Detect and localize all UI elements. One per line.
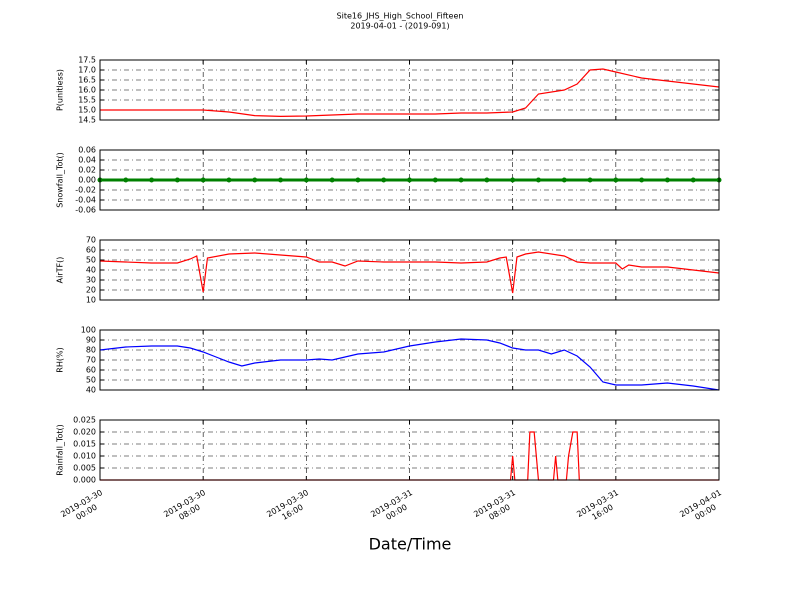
- y-tick-label: 60: [86, 366, 96, 375]
- y-tick-label: 16.5: [78, 76, 96, 85]
- y-tick-label: 60: [86, 246, 96, 255]
- y-tick-label: 0.04: [78, 156, 96, 165]
- data-point: [561, 177, 567, 183]
- y-tick-label: 90: [86, 336, 96, 345]
- y-tick-label: -0.04: [75, 196, 96, 205]
- data-point: [664, 177, 670, 183]
- plot-frame: [99, 329, 720, 391]
- y-tick-label: 0.06: [78, 146, 96, 155]
- data-point: [174, 177, 180, 183]
- y-tick-label: 30: [86, 276, 96, 285]
- plot-frame: [99, 59, 720, 121]
- y-tick-label: 0.020: [73, 428, 96, 437]
- chart-title: Site16_JHS_High_School_Fifteen: [337, 12, 464, 21]
- data-line: [100, 68, 720, 118]
- data-point: [226, 177, 232, 183]
- data-point: [303, 177, 309, 183]
- y-tick-label: 80: [86, 346, 96, 355]
- chart-subtitle: 2019-04-01 - (2019-091): [350, 22, 449, 31]
- y-tick-label: 70: [86, 236, 96, 245]
- y-tick-label: 50: [86, 256, 96, 265]
- y-tick-label: 0.010: [73, 452, 96, 461]
- data-point: [329, 177, 335, 183]
- y-tick-label: 100: [81, 326, 96, 335]
- data-point: [613, 177, 619, 183]
- y-tick-label: 70: [86, 356, 96, 365]
- y-tick-label: 14.5: [78, 116, 96, 125]
- y-tick-label: 0.025: [73, 416, 96, 425]
- data-point: [355, 177, 361, 183]
- data-point: [690, 177, 696, 183]
- y-tick-label: 20: [86, 286, 96, 295]
- y-tick-label: 10: [86, 296, 96, 305]
- data-point: [587, 177, 593, 183]
- y-tick-label: -0.06: [75, 206, 96, 215]
- y-tick-label: 40: [86, 266, 96, 275]
- data-point: [535, 177, 541, 183]
- data-point: [407, 177, 412, 183]
- y-tick-label: 17.5: [78, 56, 96, 65]
- data-line: [99, 251, 720, 294]
- y-tick-label: 0.000: [73, 476, 96, 485]
- y-tick-label: 40: [86, 386, 96, 395]
- y-axis-label: Snowfall_Tot(): [56, 152, 65, 208]
- y-tick-label: 16.0: [78, 86, 96, 95]
- y-tick-label: 50: [86, 376, 96, 385]
- plot-frame: [99, 239, 720, 301]
- data-point: [149, 177, 155, 183]
- data-point: [484, 177, 490, 183]
- data-point: [510, 177, 516, 183]
- plot-frame: [99, 419, 720, 481]
- data-point: [278, 177, 284, 183]
- y-tick-label: -0.02: [75, 186, 96, 195]
- data-point: [252, 177, 258, 183]
- data-point: [381, 177, 387, 183]
- y-tick-label: 0.00: [78, 176, 96, 185]
- x-axis-label: Date/Time: [369, 535, 452, 554]
- plot-frame: [99, 149, 720, 211]
- y-axis-label: Rainfall_Tot(): [56, 424, 65, 476]
- data-point: [123, 177, 129, 183]
- y-axis-label: RH(%): [56, 347, 65, 372]
- y-tick-label: 15.0: [78, 106, 96, 115]
- y-tick-label: 15.5: [78, 96, 96, 105]
- data-point: [639, 177, 645, 183]
- y-tick-label: 0.015: [73, 440, 96, 449]
- y-axis-label: P(unitless): [56, 69, 65, 111]
- data-point: [200, 177, 206, 183]
- y-tick-label: 17.0: [78, 66, 96, 75]
- y-tick-label: 0.005: [73, 464, 96, 473]
- y-axis-label: AirTF(): [56, 257, 65, 284]
- data-point: [432, 177, 438, 183]
- y-tick-label: 0.02: [78, 166, 96, 175]
- data-point: [458, 177, 464, 183]
- data-line: [99, 338, 720, 391]
